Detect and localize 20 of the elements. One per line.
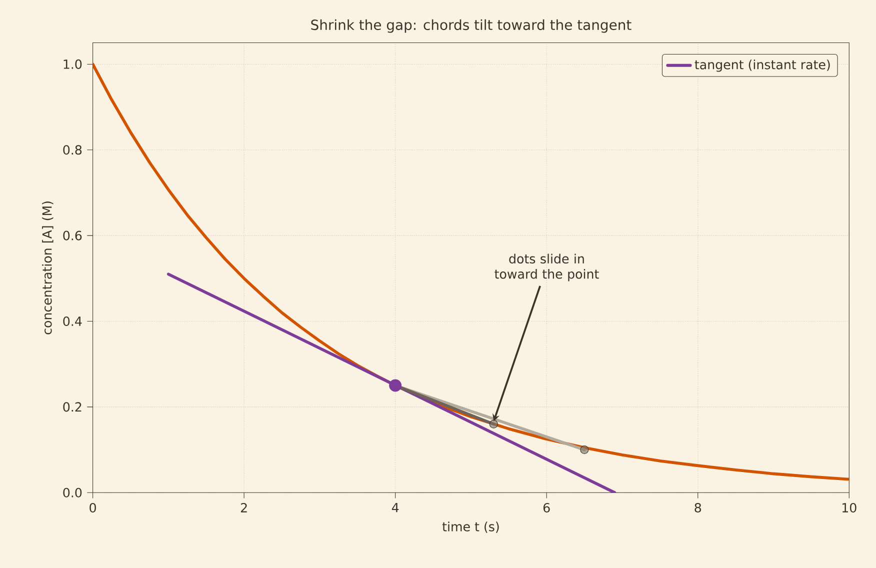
x-tick-label: 6 [543, 502, 550, 512]
point [580, 445, 589, 454]
y-tick-label: 0.0 [63, 488, 82, 498]
x-tick-label: 4 [392, 502, 399, 512]
y-tick-label: 0.2 [63, 402, 82, 412]
x-tick-label: 8 [694, 502, 702, 512]
y-tick-label: 0.8 [63, 144, 82, 155]
y-tick-label: 0.4 [63, 316, 82, 326]
y-tick-label: 1.0 [64, 59, 82, 69]
x-tick-label: 0 [90, 502, 96, 512]
chart-title: Shrink the gap: chords tilt toward the tangent [311, 19, 632, 33]
legend-label: tangent (instant rate) [694, 59, 830, 72]
point [389, 379, 402, 392]
y-axis-title: concentration [A] (M) [42, 201, 54, 334]
x-axis-title: time t (s) [442, 521, 499, 533]
point [489, 420, 498, 428]
x-tick-label: 2 [240, 502, 247, 512]
y-tick-label: 0.6 [63, 230, 82, 240]
x-tick-label: 10 [842, 502, 856, 512]
annotation: dots slide in toward the point [494, 254, 599, 282]
